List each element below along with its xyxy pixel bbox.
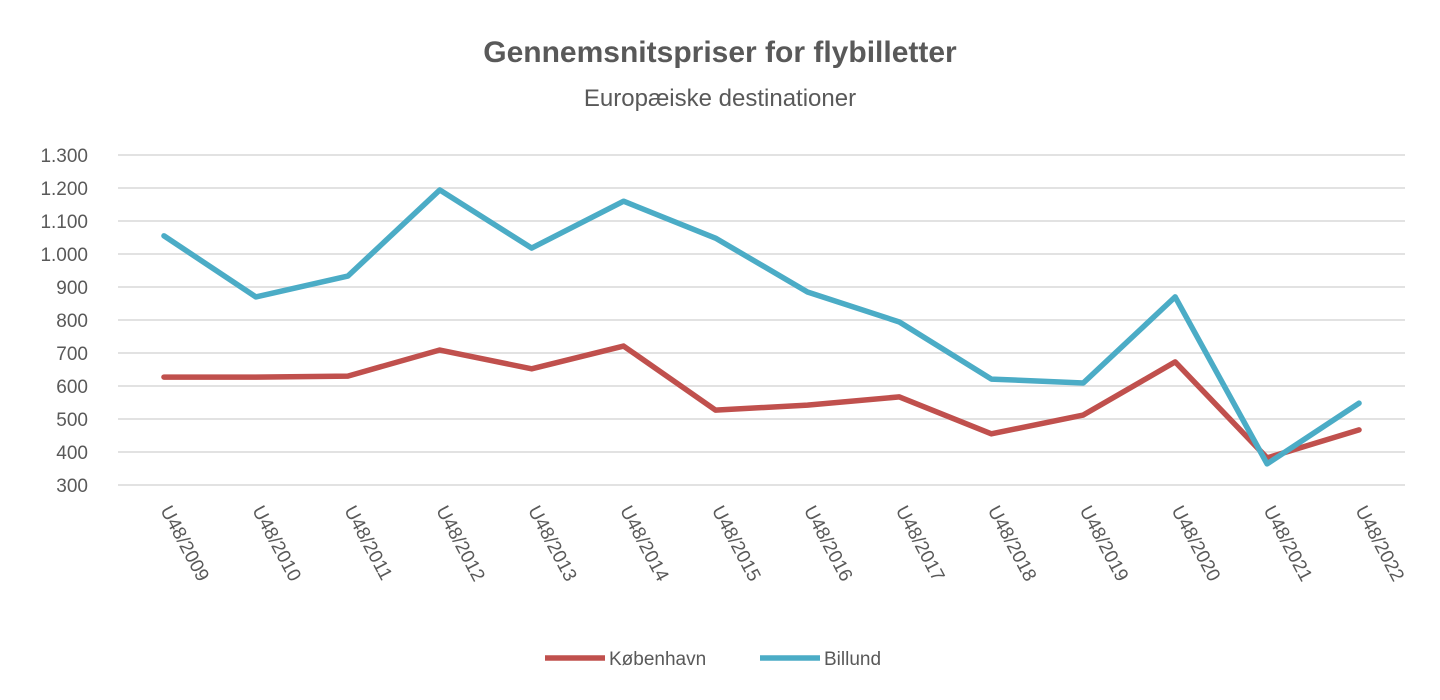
y-axis-ticks: 300 400 500 600 700 800 900 1.000 1.100 1.200 1.30…: [40, 146, 88, 497]
x-tick-label: U48/2021: [1259, 502, 1316, 585]
x-tick-label: U48/2015: [707, 502, 764, 585]
series-line-billund: [161, 187, 1362, 467]
chart-subtitle: Europæiske destinationer: [584, 85, 856, 112]
y-tick-label: 1.000: [40, 245, 88, 266]
y-tick-label: 600: [56, 377, 88, 398]
x-tick-label: U48/2019: [1075, 502, 1132, 585]
x-tick-label: U48/2009: [156, 502, 213, 585]
x-axis-ticks: U48/2009 U48/2010 U48/2011 U48/2012 U48/2013…: [156, 502, 1408, 585]
x-tick-label: U48/2014: [615, 502, 672, 585]
gridlines: [118, 154, 1405, 486]
series-lines: [161, 187, 1362, 467]
legend-label: København: [609, 649, 706, 670]
legend: København Billund: [545, 649, 881, 670]
y-tick-label: 700: [56, 344, 88, 365]
chart-title: Gennemsnitspriser for flybilletter: [483, 36, 957, 69]
x-tick-label: U48/2020: [1167, 502, 1224, 585]
x-tick-label: U48/2011: [339, 502, 396, 583]
x-tick-label: U48/2018: [983, 502, 1040, 585]
y-tick-label: 900: [56, 278, 88, 299]
x-tick-label: U48/2012: [431, 502, 488, 585]
x-tick-label: U48/2017: [891, 502, 948, 585]
y-tick-label: 1.200: [40, 179, 88, 200]
y-tick-label: 1.300: [40, 146, 88, 167]
x-tick-label: U48/2010: [247, 502, 304, 585]
y-tick-label: 400: [56, 443, 88, 464]
x-tick-label: U48/2013: [523, 502, 580, 585]
x-tick-label: U48/2016: [799, 502, 856, 585]
y-tick-label: 500: [56, 410, 88, 431]
y-tick-label: 1.100: [40, 212, 88, 233]
x-tick-label: U48/2022: [1351, 502, 1408, 585]
y-tick-label: 300: [56, 476, 88, 497]
series-line-kobenhavn: [161, 343, 1362, 461]
y-tick-label: 800: [56, 311, 88, 332]
legend-label: Billund: [824, 649, 881, 670]
